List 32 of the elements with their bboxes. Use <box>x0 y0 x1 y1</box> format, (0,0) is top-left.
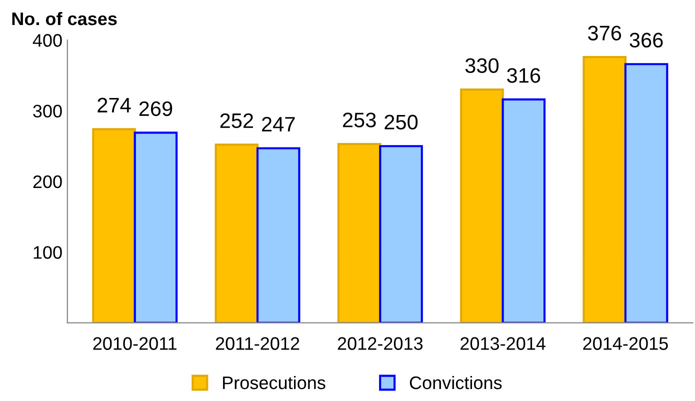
y-tick-label: 200 <box>33 175 62 188</box>
bar <box>92 128 136 323</box>
bar <box>502 98 546 323</box>
data-label: 247 <box>262 116 295 132</box>
x-tick-label: 2014-2015 <box>583 337 668 350</box>
data-label: 366 <box>630 32 663 48</box>
x-tick-label: 2013-2014 <box>460 337 546 350</box>
data-label: 252 <box>220 113 254 128</box>
y-tick-label: 100 <box>34 246 62 259</box>
legend-label: Convictions <box>410 376 502 390</box>
data-label: 253 <box>342 112 376 128</box>
bar <box>460 88 504 323</box>
bar <box>214 144 259 323</box>
bar <box>256 147 300 323</box>
data-label: 274 <box>98 98 131 112</box>
bar <box>337 142 382 323</box>
legend-label: Prosecutions <box>223 376 326 390</box>
bar <box>379 145 423 323</box>
bar <box>624 63 668 323</box>
data-label: 269 <box>139 101 172 116</box>
bar <box>582 56 627 323</box>
data-label: 376 <box>588 26 622 40</box>
y-tick-label: 300 <box>33 104 62 118</box>
y-axis-title: No. of cases <box>12 12 117 26</box>
y-tick-label: 400 <box>32 34 62 47</box>
x-tick-label: 2010-2011 <box>93 337 176 350</box>
x-tick-label: 2012-2013 <box>338 337 423 350</box>
bar <box>134 132 178 323</box>
data-label: 250 <box>384 114 418 130</box>
data-label: 330 <box>465 58 499 73</box>
x-tick-label: 2011-2012 <box>216 337 300 350</box>
data-label: 316 <box>507 68 540 83</box>
